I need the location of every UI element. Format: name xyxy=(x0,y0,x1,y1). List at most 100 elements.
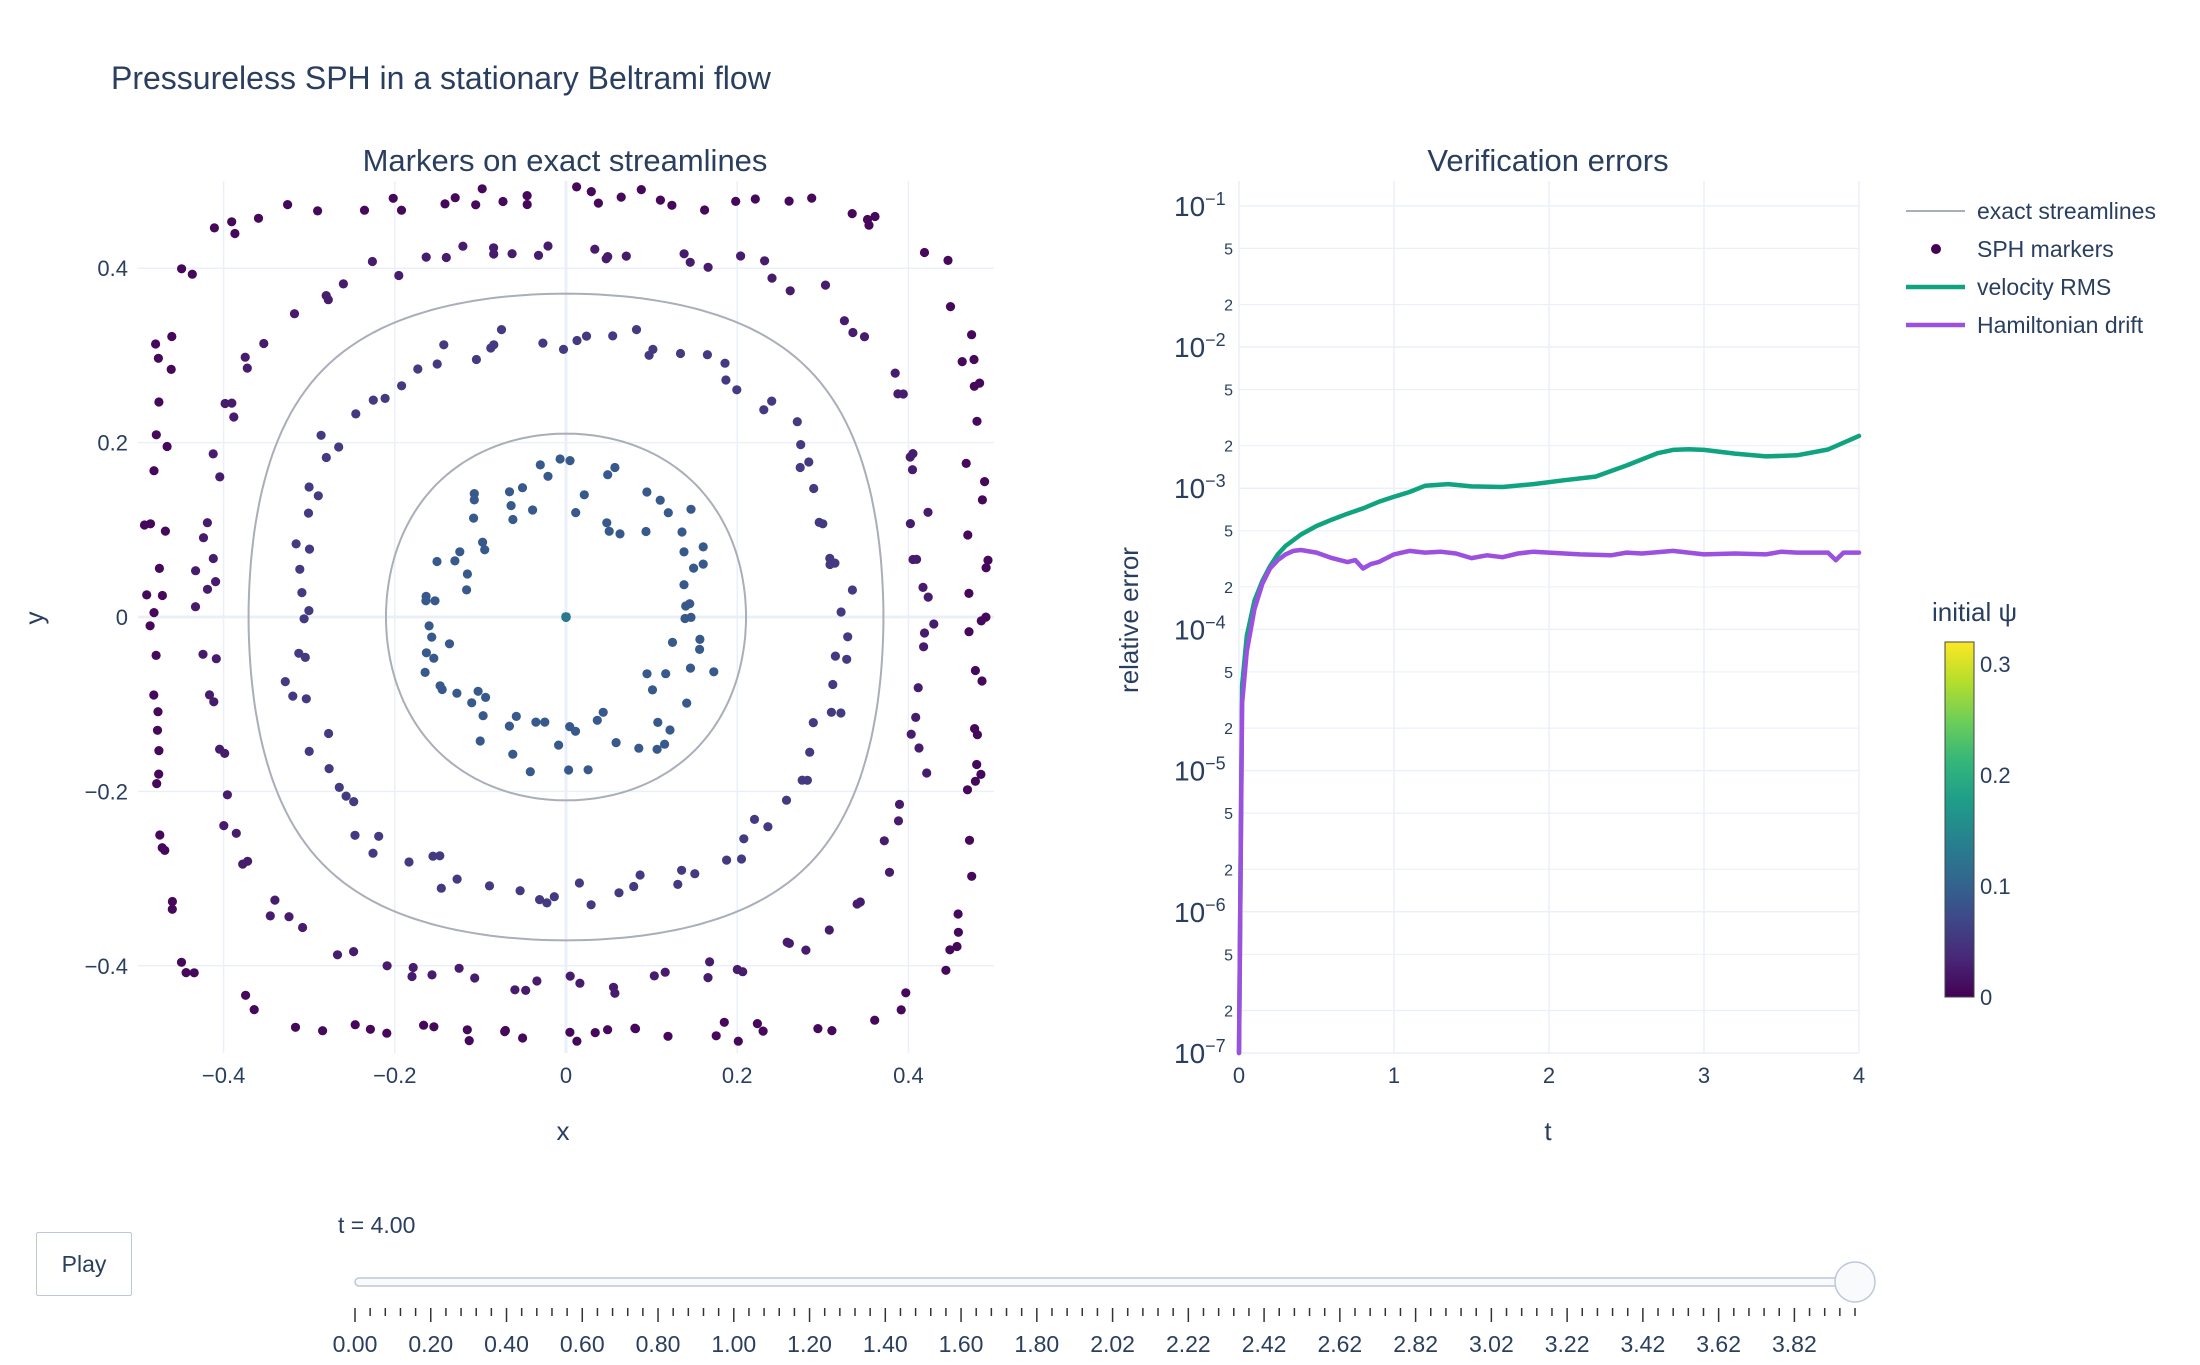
sph-marker xyxy=(365,1024,375,1034)
sph-marker xyxy=(421,596,431,606)
sph-marker xyxy=(151,339,161,349)
sph-marker xyxy=(592,715,602,725)
sph-marker xyxy=(739,834,749,844)
sph-marker xyxy=(842,654,852,664)
sph-marker xyxy=(154,769,164,779)
sph-marker xyxy=(397,381,407,391)
sph-marker xyxy=(923,507,933,517)
sph-marker xyxy=(719,1017,729,1027)
sph-marker xyxy=(444,639,455,649)
right-x-axis-title: t xyxy=(1544,1116,1552,1146)
sph-marker xyxy=(432,359,442,369)
sph-marker xyxy=(166,364,176,374)
sph-marker xyxy=(709,667,719,677)
left-x-tick-label: −0.4 xyxy=(202,1063,245,1088)
sph-marker xyxy=(209,223,219,233)
sph-marker xyxy=(804,457,814,467)
sph-marker xyxy=(427,632,437,642)
sph-marker xyxy=(870,211,880,222)
sph-marker xyxy=(828,679,838,690)
sph-marker xyxy=(511,711,521,722)
sph-marker xyxy=(350,1020,360,1030)
sph-marker xyxy=(215,744,225,754)
sph-marker xyxy=(660,739,670,749)
sph-marker xyxy=(911,712,921,723)
sph-marker xyxy=(907,465,918,475)
sph-marker xyxy=(421,648,431,658)
sph-marker xyxy=(368,395,378,405)
sph-marker xyxy=(462,1025,472,1035)
sph-marker xyxy=(321,452,331,463)
sph-marker xyxy=(610,462,620,473)
sph-marker xyxy=(543,241,553,251)
sph-marker xyxy=(167,904,177,914)
slider-rail xyxy=(354,1277,1856,1287)
sph-marker xyxy=(558,344,569,354)
sph-marker xyxy=(894,799,905,810)
sph-marker xyxy=(843,632,853,642)
sph-marker xyxy=(227,398,237,408)
sph-marker xyxy=(464,1036,474,1046)
sph-marker xyxy=(961,458,971,468)
left-y-tick-label: 0.2 xyxy=(97,431,128,456)
sph-marker xyxy=(749,814,760,825)
right-x-tick-label: 4 xyxy=(1853,1063,1865,1088)
sph-marker xyxy=(204,690,215,700)
sph-marker xyxy=(912,554,922,565)
decade-exponent: −7 xyxy=(1205,1036,1226,1056)
decade-base: 10 xyxy=(1174,614,1205,645)
sph-marker xyxy=(299,614,309,624)
left-subplot-title: Markers on exact streamlines xyxy=(363,143,768,178)
decade-base: 10 xyxy=(1174,191,1205,222)
right-y-decade-label: 10−4 xyxy=(1174,612,1226,645)
sph-marker xyxy=(634,743,644,753)
right-y-minor-label: 5 xyxy=(1224,524,1233,541)
legend-marker-swatch xyxy=(1931,244,1941,254)
sph-marker xyxy=(467,698,477,708)
sph-marker xyxy=(506,501,516,511)
sph-marker xyxy=(176,957,187,967)
right-y-decade-label: 10−7 xyxy=(1174,1036,1226,1069)
sph-marker xyxy=(571,507,581,518)
sph-marker xyxy=(679,580,689,590)
sph-marker xyxy=(896,1005,906,1015)
sph-marker xyxy=(240,352,250,362)
sph-marker xyxy=(603,1025,613,1035)
sph-marker xyxy=(919,642,929,652)
sph-marker xyxy=(972,759,982,770)
slider-tick-label: 2.22 xyxy=(1166,1331,1211,1357)
play-button[interactable]: Play xyxy=(36,1232,132,1296)
sph-marker xyxy=(486,343,496,353)
sph-marker xyxy=(964,588,974,599)
left-x-tick-label: 0 xyxy=(560,1063,572,1088)
sph-marker xyxy=(452,688,462,698)
sph-marker xyxy=(208,449,218,459)
sph-marker xyxy=(396,205,407,215)
sph-marker xyxy=(809,483,819,494)
sph-marker xyxy=(614,888,624,898)
sph-marker xyxy=(469,513,479,523)
sph-marker xyxy=(538,338,548,348)
sph-marker xyxy=(145,519,156,529)
sph-marker xyxy=(152,725,163,735)
sph-marker xyxy=(603,252,613,262)
sph-marker xyxy=(574,878,585,888)
sph-marker xyxy=(462,585,472,595)
decade-base: 10 xyxy=(1174,756,1205,787)
sph-marker xyxy=(698,559,708,569)
colorbar-title: initial ψ xyxy=(1932,597,2017,627)
slider-handle[interactable] xyxy=(1834,1261,1876,1303)
sph-marker xyxy=(436,883,446,893)
sph-marker xyxy=(478,537,488,547)
sph-marker xyxy=(630,1024,641,1034)
sph-marker xyxy=(918,582,928,593)
sph-marker xyxy=(382,961,392,971)
sph-marker xyxy=(475,736,485,746)
sph-marker xyxy=(452,874,462,884)
sph-marker xyxy=(653,717,663,728)
sph-marker xyxy=(421,252,431,262)
left-x-tick-label: −0.2 xyxy=(373,1063,416,1088)
sph-marker xyxy=(943,255,953,265)
figure-title: Pressureless SPH in a stationary Beltram… xyxy=(111,60,772,96)
